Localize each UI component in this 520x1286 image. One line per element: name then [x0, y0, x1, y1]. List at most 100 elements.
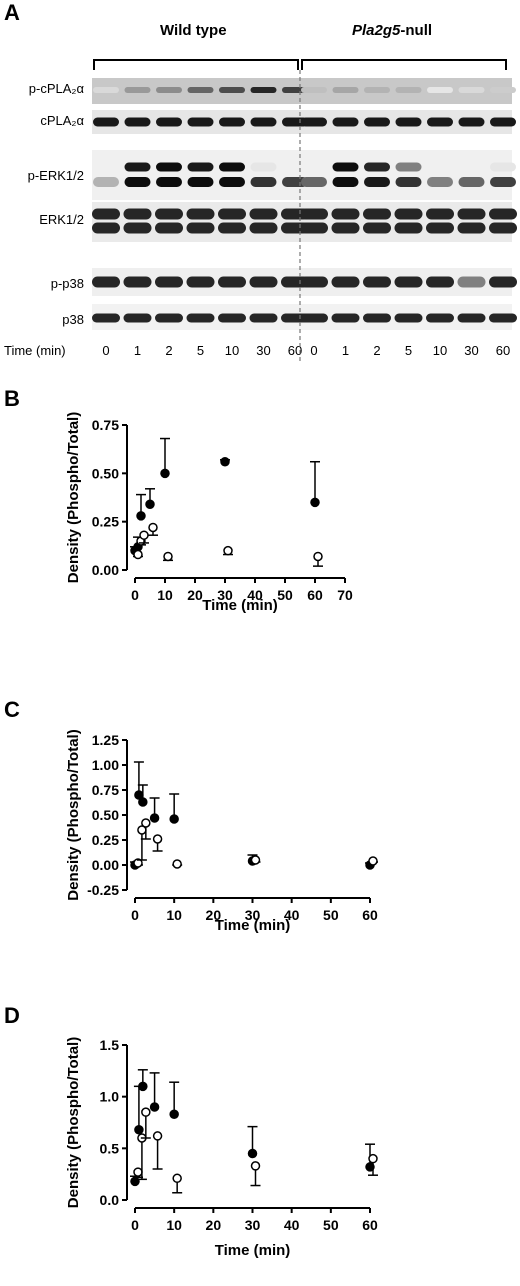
band-cpla2a — [364, 117, 390, 127]
time-value: 10 — [224, 343, 240, 358]
y-tick-label: 0.50 — [92, 465, 119, 481]
band-cpla2a — [332, 117, 359, 127]
band-p-erk-lower — [219, 177, 245, 187]
y-tick-label: 0.75 — [92, 417, 119, 433]
data-point-wild-type — [149, 813, 160, 823]
band-erk-upper — [426, 208, 454, 220]
band-erk-lower — [155, 222, 183, 234]
data-point-wild-type — [136, 511, 146, 521]
band-p38 — [123, 313, 152, 323]
data-point-wild-type — [365, 1162, 375, 1172]
band-p38 — [249, 313, 278, 323]
band-p38 — [331, 313, 360, 323]
x-tick-label: 0 — [131, 1217, 139, 1233]
band-p38 — [426, 313, 454, 323]
band-p-erk-upper — [490, 162, 516, 172]
x-tick-label: 20 — [206, 907, 222, 923]
band-p38 — [155, 313, 183, 323]
x-tick-label: 50 — [323, 1217, 339, 1233]
data-point-wild-type — [160, 468, 170, 479]
band-p-erk-upper — [364, 162, 390, 172]
band-p-erk-lower — [458, 177, 485, 187]
band-erk-upper — [394, 208, 423, 220]
band-p-erk-lower — [364, 177, 390, 187]
data-point-wild-type — [247, 1148, 258, 1159]
band-p-p38 — [426, 276, 454, 288]
x-tick-label: 70 — [337, 587, 353, 603]
data-point-null — [250, 855, 261, 865]
time-value: 2 — [165, 343, 173, 358]
band-cpla2a — [490, 117, 516, 127]
data-point-null — [133, 549, 143, 560]
band-p-cpla2a — [458, 87, 485, 93]
y-axis-label: Density (Phospho/Total) — [65, 412, 82, 583]
band-p-cpla2a — [219, 87, 245, 93]
time-value: 0 — [310, 343, 318, 358]
band-p-erk-lower — [156, 177, 182, 187]
band-erk-lower — [457, 222, 486, 234]
band-cpla2a — [219, 117, 245, 127]
x-tick-label: 30 — [217, 587, 233, 603]
data-point-wild-type — [138, 1081, 148, 1092]
time-value: 0 — [102, 343, 110, 358]
y-tick-label: 0.5 — [100, 1140, 120, 1156]
y-axis-label: Density (Phospho/Total) — [65, 729, 82, 900]
band-erk-lower — [300, 222, 328, 234]
data-point-wild-type — [145, 499, 155, 510]
x-tick-label: 40 — [284, 1217, 300, 1233]
band-erk-lower — [331, 222, 360, 234]
x-tick-label: 40 — [284, 907, 300, 923]
bracket-wild-type — [93, 59, 299, 70]
data-point-null — [133, 1167, 143, 1177]
data-point-null — [139, 530, 149, 540]
y-tick-label: 0.0 — [100, 1192, 120, 1208]
band-erk-lower — [394, 222, 423, 234]
data-point-wild-type — [169, 814, 179, 824]
x-axis-label: Time (min) — [202, 597, 278, 614]
band-p-p38 — [123, 276, 152, 288]
x-tick-label: 0 — [131, 587, 139, 603]
band-cpla2a — [458, 117, 485, 127]
band-erk-lower — [123, 222, 152, 234]
band-p-cpla2a — [250, 87, 277, 93]
band-p-p38 — [186, 276, 215, 288]
band-p-p38 — [489, 276, 517, 288]
time-value: 1 — [133, 343, 142, 358]
band-p38 — [300, 313, 328, 323]
band-cpla2a — [282, 117, 308, 127]
y-tick-label: -0.25 — [87, 882, 119, 898]
band-p-cpla2a — [332, 87, 359, 93]
data-point-wild-type — [220, 456, 230, 467]
blot-label-p-erk: p-ERK1/2 — [27, 168, 84, 183]
data-point-null — [313, 551, 323, 562]
x-tick-label: 0 — [131, 907, 139, 923]
western-blot-image — [92, 59, 517, 362]
band-p-erk-upper — [187, 162, 214, 172]
band-erk-lower — [426, 222, 454, 234]
band-cpla2a — [187, 117, 214, 127]
band-p-erk-upper — [219, 162, 245, 172]
data-point-null — [152, 1131, 163, 1141]
band-p-p38 — [363, 276, 391, 288]
band-p38 — [92, 313, 120, 323]
y-tick-label: 1.00 — [92, 757, 119, 773]
band-erk-lower — [218, 222, 246, 234]
band-p-erk-upper — [250, 162, 277, 172]
data-point-wild-type — [169, 1109, 179, 1119]
blot-label-cpla2a: cPLA₂α — [40, 113, 84, 128]
data-point-null — [368, 1153, 378, 1164]
y-tick-label: 1.0 — [100, 1089, 120, 1105]
band-erk-upper — [489, 208, 517, 220]
x-axis-label: Time (min) — [215, 917, 291, 934]
data-point-wild-type — [138, 797, 148, 807]
x-axis-label: Time (min) — [215, 1242, 291, 1259]
band-p38 — [186, 313, 215, 323]
x-tick-label: 20 — [206, 1217, 222, 1233]
data-point-null — [152, 834, 163, 844]
group-label-wild-type: Wild type — [160, 22, 227, 39]
band-erk-lower — [92, 222, 120, 234]
data-point-null — [250, 1161, 261, 1171]
group-label-pla2g5-null: Pla2g5-null — [352, 22, 433, 39]
x-tick-label: 20 — [187, 587, 203, 603]
band-p-cpla2a — [490, 87, 516, 93]
